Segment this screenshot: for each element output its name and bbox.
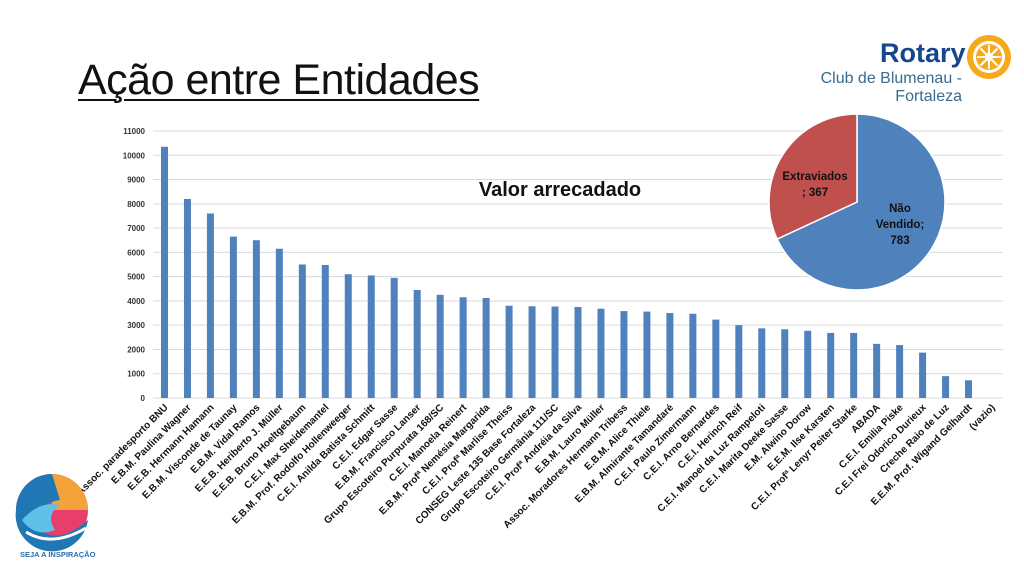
bar bbox=[758, 328, 766, 398]
chart-title: Valor arrecadado bbox=[479, 179, 641, 201]
y-tick-label: 7000 bbox=[127, 224, 145, 233]
bar bbox=[712, 319, 720, 398]
pie-slice bbox=[776, 113, 946, 291]
bar bbox=[781, 329, 789, 398]
bar bbox=[735, 325, 743, 398]
y-tick-label: 6000 bbox=[127, 248, 145, 257]
bar bbox=[252, 240, 260, 398]
bar bbox=[643, 311, 651, 398]
bar bbox=[827, 332, 835, 398]
pie-data-label: Vendido; bbox=[876, 219, 925, 231]
bar bbox=[183, 198, 191, 398]
bar bbox=[390, 277, 398, 398]
y-tick-label: 3000 bbox=[127, 321, 145, 330]
bar bbox=[873, 343, 881, 398]
bar bbox=[551, 306, 559, 398]
bar bbox=[528, 306, 536, 398]
footer-logo-text: SEJA A INSPIRAÇÃO bbox=[20, 550, 96, 559]
rotary-club-name: Club de Blumenau - Fortaleza bbox=[821, 70, 962, 106]
x-tick-label: (vazio) bbox=[967, 402, 997, 432]
y-tick-label: 8000 bbox=[127, 200, 145, 209]
y-tick-label: 2000 bbox=[127, 345, 145, 354]
bar bbox=[275, 248, 283, 398]
pie-chart: Não Vendido; 783 Extraviados ; 367 bbox=[768, 113, 946, 291]
bar bbox=[505, 305, 513, 398]
rotary-wheel-icon bbox=[967, 35, 1011, 79]
bar bbox=[344, 274, 352, 398]
y-tick-label: 4000 bbox=[127, 297, 145, 306]
bar bbox=[229, 236, 237, 398]
bar bbox=[620, 311, 628, 398]
y-tick-label: 11000 bbox=[123, 127, 145, 136]
bar bbox=[459, 297, 467, 398]
bar bbox=[965, 380, 973, 398]
pie-data-label: Não bbox=[889, 203, 911, 215]
bar bbox=[804, 330, 812, 398]
pie-data-label: Extraviados bbox=[782, 171, 847, 183]
bar bbox=[919, 352, 927, 398]
y-tick-label: 9000 bbox=[127, 176, 145, 185]
bar bbox=[850, 332, 858, 398]
bar bbox=[321, 264, 329, 398]
bar bbox=[482, 297, 490, 398]
bar bbox=[666, 313, 674, 398]
y-tick-label: 5000 bbox=[127, 273, 145, 282]
bar bbox=[436, 294, 444, 398]
rotary-brand: Rotary bbox=[880, 38, 966, 68]
seja-a-inspiracao-logo-icon bbox=[15, 474, 88, 552]
bar bbox=[689, 313, 697, 398]
pie-data-label: ; 367 bbox=[802, 187, 828, 199]
pie-data-label: 783 bbox=[890, 235, 909, 247]
pie-slice bbox=[768, 113, 858, 241]
bar bbox=[160, 146, 168, 398]
bar bbox=[367, 275, 375, 398]
bar bbox=[298, 264, 306, 398]
y-tick-label: 0 bbox=[141, 394, 146, 403]
club-line-2: Fortaleza bbox=[895, 88, 962, 105]
bar bbox=[896, 345, 904, 398]
y-tick-label: 10000 bbox=[123, 151, 146, 160]
bar bbox=[206, 213, 214, 398]
slide-title: Ação entre Entidades bbox=[78, 56, 480, 104]
bar bbox=[574, 306, 582, 398]
y-tick-label: 1000 bbox=[127, 370, 145, 379]
club-line-1: Club de Blumenau - bbox=[820, 70, 962, 87]
bar bbox=[413, 289, 421, 398]
bar bbox=[597, 308, 605, 398]
bar bbox=[942, 376, 950, 398]
